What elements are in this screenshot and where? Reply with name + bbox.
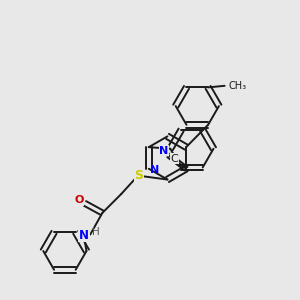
Text: N: N: [79, 229, 89, 242]
Text: H: H: [92, 227, 100, 237]
Text: O: O: [74, 195, 84, 205]
Text: N: N: [151, 165, 160, 175]
Text: S: S: [134, 169, 143, 182]
Text: C: C: [171, 154, 178, 164]
Text: CH₃: CH₃: [229, 81, 247, 91]
Text: N: N: [159, 146, 169, 156]
